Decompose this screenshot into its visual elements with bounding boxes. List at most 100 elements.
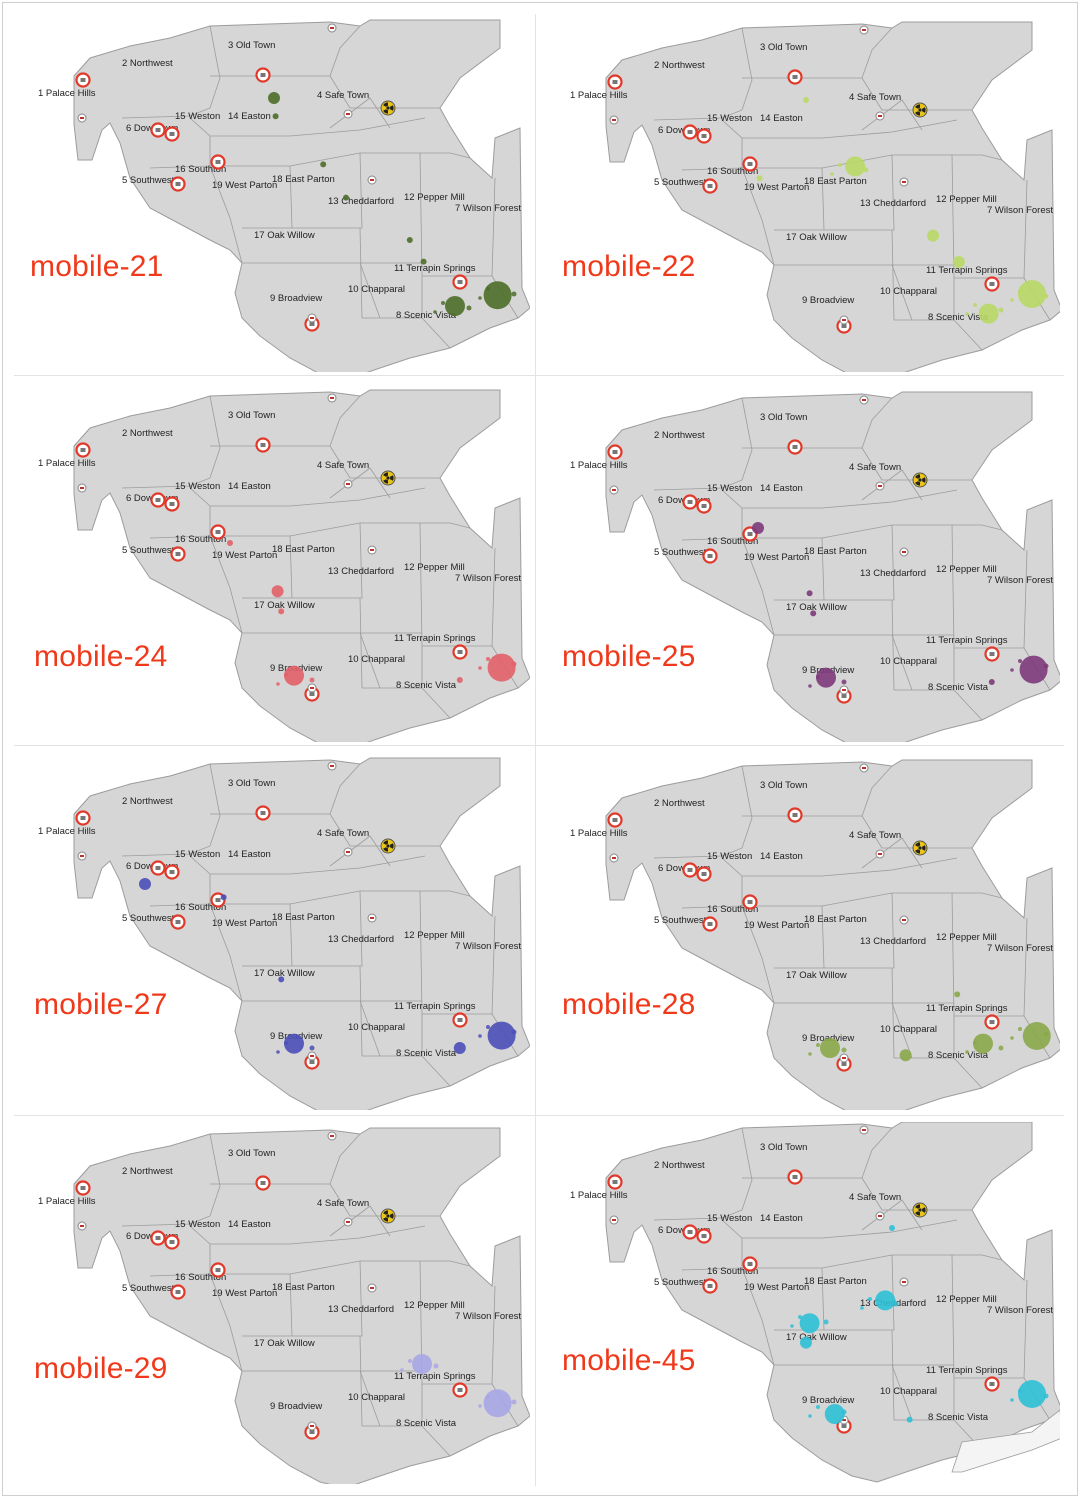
neighborhood-border [209, 903, 243, 1002]
panel-title: mobile-22 [562, 250, 696, 283]
hospital-icon [682, 862, 698, 878]
hospital-icon [170, 1284, 186, 1300]
sensor-reading-dot [998, 1045, 1004, 1051]
sensor-reading-dot [1010, 1398, 1014, 1402]
map-panel-mobile-27: 1 Palace Hills 2 Northwest 3 Old Town 4 Saf… [18, 752, 530, 1110]
neighborhood-label: 18 East Parton [804, 1276, 867, 1287]
neighborhood-label: 2 Northwest [654, 798, 705, 809]
neighborhood-border [359, 597, 451, 719]
radiation-icon [912, 840, 928, 856]
neighborhood-border [681, 537, 743, 541]
map-panel-mobile-22: 1 Palace Hills 2 Northwest 3 Old Town 4 Saf… [548, 14, 1060, 372]
sensor-reading-dot [284, 673, 288, 677]
sensor-reading-dot [816, 1043, 820, 1047]
sensor-reading-dot [284, 665, 304, 686]
neighborhood-border [861, 77, 972, 111]
hospital-icon [984, 646, 1000, 662]
neighborhood-label: 8 Scenic Vista [928, 682, 989, 693]
map-panel-mobile-28: 1 Palace Hills 2 Northwest 3 Old Town 4 Saf… [548, 752, 1060, 1110]
neighborhood-label: 10 Chapparal [880, 656, 937, 667]
neighborhood-label: 18 East Parton [804, 176, 867, 187]
neighborhood-label: 8 Scenic Vista [396, 680, 457, 691]
neighborhood-label: 16 Southton [707, 536, 758, 547]
map-layer: 1 Palace Hills 2 Northwest 3 Old Town 4 Saf… [38, 757, 530, 1110]
sensor-reading-dot [978, 303, 999, 324]
neighborhood-label: 13 Cheddarford [860, 568, 926, 579]
neighborhood-label: 1 Palace Hills [570, 90, 628, 101]
sensor-reading-dot [278, 976, 285, 983]
neighborhood-label: 14 Easton [760, 851, 803, 862]
sensor-reading-dot [309, 677, 315, 683]
neighborhood-border [121, 763, 221, 857]
neighborhood-border [209, 1273, 243, 1372]
hospital-icon [742, 1256, 758, 1272]
sensor-reading-dot [320, 161, 327, 168]
neighborhood-border [741, 1238, 1003, 1269]
neighborhood-border [359, 632, 381, 689]
neighborhood-label: 15 Weston [175, 1219, 220, 1230]
shelter-icon [327, 761, 337, 771]
neighborhood-label: 5 Southwest [654, 915, 707, 926]
neighborhood-border [359, 1370, 381, 1427]
neighborhood-border [209, 165, 243, 264]
sensor-reading-dot [954, 991, 961, 998]
map-layer: 1 Palace Hills 2 Northwest 3 Old Town 4 Saf… [570, 391, 1060, 742]
sensor-reading-dot [803, 97, 809, 103]
neighborhood-border [329, 467, 391, 499]
neighborhood-label: 9 Broadview [802, 1395, 854, 1406]
neighborhood-border [741, 537, 775, 636]
neighborhood-label: 9 Broadview [270, 1401, 322, 1412]
shelter-icon [899, 915, 909, 925]
sensor-reading-dot [868, 1297, 872, 1301]
neighborhood-label: 16 Southton [175, 1272, 226, 1283]
panel-title: mobile-21 [30, 250, 164, 283]
hospital-icon [170, 176, 186, 192]
neighborhood-label: 13 Cheddarford [328, 566, 394, 577]
shelter-icon [327, 1131, 337, 1141]
neighborhood-label: 10 Chapparal [880, 1386, 937, 1397]
st-himark-map: 1 Palace Hills 2 Northwest 3 Old Town 4 Saf… [570, 1122, 1060, 1483]
sensor-reading-dot [1018, 1027, 1022, 1031]
hospital-icon [787, 439, 803, 455]
neighborhood-label: 2 Northwest [122, 1166, 173, 1177]
neighborhood-border [149, 903, 211, 907]
neighborhood-label: 14 Easton [228, 481, 271, 492]
panel-title: mobile-27 [34, 988, 168, 1021]
neighborhood-border [359, 262, 381, 319]
neighborhood-border [861, 1177, 972, 1211]
neighborhood-label: 2 Northwest [122, 428, 173, 439]
neighborhood-label: 15 Weston [707, 1213, 752, 1224]
hospital-icon [164, 126, 180, 142]
neighborhood-label: 16 Southton [707, 166, 758, 177]
neighborhood-border [824, 1254, 895, 1331]
map-layer: 1 Palace Hills 2 Northwest 3 Old Town 4 Saf… [570, 759, 1060, 1110]
shelter-icon [899, 547, 909, 557]
shelter-icon [609, 485, 619, 495]
neighborhood-border [209, 136, 471, 167]
neighborhood-label: 18 East Parton [272, 912, 335, 923]
neighborhood-label: 12 Pepper Mill [404, 562, 465, 573]
hospital-icon [170, 914, 186, 930]
neighborhood-label: 12 Pepper Mill [404, 930, 465, 941]
neighborhood-border [681, 1267, 743, 1271]
shelter-icon [859, 25, 869, 35]
neighborhood-label: 13 Cheddarford [328, 196, 394, 207]
sensor-reading-dot [889, 1225, 895, 1231]
neighborhood-label: 11 Terrapin Springs [394, 1371, 476, 1382]
sensor-reading-dot [433, 310, 437, 314]
hospital-icon [682, 1224, 698, 1240]
neighborhood-label: 17 Oak Willow [786, 602, 847, 613]
neighborhood-border [891, 967, 983, 1089]
sensor-reading-dot [483, 281, 512, 310]
neighborhood-label: 19 West Parton [744, 920, 809, 931]
shelter-icon [899, 1277, 909, 1287]
shelter-icon [327, 23, 337, 33]
sensor-reading-dot [799, 1313, 820, 1334]
neighborhood-label: 9 Broadview [802, 295, 854, 306]
shelter-icon [367, 545, 377, 555]
neighborhood-border [861, 837, 923, 869]
neighborhood-label: 5 Southwest [122, 1283, 175, 1294]
sensor-reading-dot [752, 522, 764, 534]
neighborhood-label: 3 Old Town [760, 42, 807, 53]
sensor-reading-dot [810, 610, 817, 617]
